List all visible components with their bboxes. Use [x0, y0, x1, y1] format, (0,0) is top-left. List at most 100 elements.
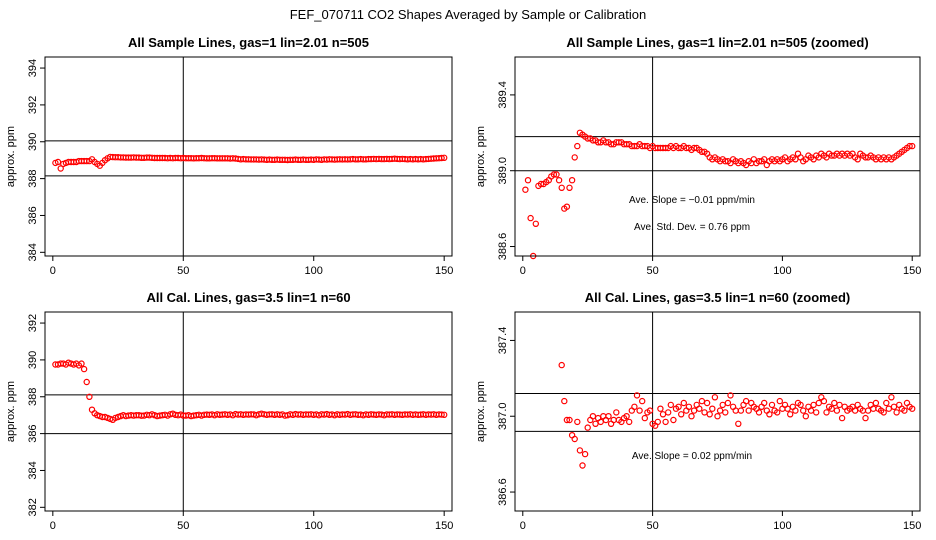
- data-point: [909, 142, 916, 150]
- data-point: [670, 416, 677, 424]
- data-point: [880, 409, 887, 416]
- x-tick-label: 50: [646, 265, 658, 277]
- data-point: [732, 407, 739, 414]
- data-point: [838, 414, 846, 422]
- data-point: [631, 142, 638, 150]
- data-point: [605, 413, 612, 420]
- data-point: [690, 144, 698, 152]
- data-point: [807, 407, 815, 414]
- chart-panel-4: All Cal. Lines, gas=3.5 lin=1 n=60 (zoom…: [475, 290, 921, 532]
- data-point: [683, 144, 690, 152]
- plot-frame: [44, 311, 453, 512]
- data-point: [745, 407, 752, 414]
- data-point: [654, 418, 662, 426]
- data-point: [828, 405, 835, 412]
- data-point: [833, 407, 841, 414]
- y-tick-label: 387.4: [497, 327, 509, 355]
- data-point: [688, 413, 695, 420]
- y-tick-label: 386: [27, 206, 39, 224]
- data-point: [675, 144, 682, 152]
- data-point: [589, 137, 597, 144]
- y-tick-label: 392: [27, 314, 39, 332]
- panels-group: All Sample Lines, gas=1 lin=2.01 n=505 0 5…: [5, 35, 921, 532]
- data-point: [709, 405, 716, 412]
- data-point: [607, 140, 615, 148]
- data-point: [761, 399, 768, 407]
- x-tick-label: 0: [50, 265, 56, 277]
- data-point: [828, 152, 835, 159]
- data-point: [768, 401, 776, 409]
- data-point: [698, 148, 706, 155]
- x-tick-label: 100: [305, 520, 323, 532]
- y-tick-label: 388: [27, 169, 39, 187]
- data-point: [711, 394, 719, 401]
- data-point: [864, 407, 872, 414]
- data-point: [563, 203, 571, 210]
- panel-title: All Cal. Lines, gas=3.5 lin=1 n=60: [146, 290, 350, 305]
- data-point: [706, 411, 713, 418]
- data-point: [662, 144, 669, 152]
- data-point: [722, 157, 729, 165]
- y-tick-label: 384: [27, 461, 39, 479]
- data-point: [78, 360, 85, 367]
- data-point: [633, 392, 641, 399]
- data-point: [810, 401, 817, 409]
- data-point: [901, 407, 908, 414]
- x-tick-label: 50: [177, 520, 189, 532]
- data-point: [735, 420, 742, 427]
- data-point: [574, 418, 581, 426]
- chart-panel-3: All Cal. Lines, gas=3.5 lin=1 n=60 0 50 100…: [5, 290, 453, 532]
- data-point: [610, 416, 617, 424]
- y-tick-label: 390: [27, 351, 39, 369]
- data-point: [592, 420, 599, 427]
- data-point: [438, 154, 445, 162]
- data-point: [441, 154, 448, 161]
- y-tick-label: 387.0: [497, 402, 509, 430]
- data-point: [851, 407, 859, 414]
- data-point: [678, 411, 685, 418]
- data-point: [54, 158, 62, 166]
- data-point: [83, 157, 90, 165]
- data-point: [784, 405, 791, 412]
- data-point: [584, 135, 591, 142]
- data-point: [883, 399, 890, 407]
- data-point: [667, 401, 675, 409]
- data-point: [537, 180, 545, 188]
- data-point: [755, 409, 763, 416]
- plot-frame: [514, 56, 921, 257]
- data-point: [823, 409, 830, 416]
- y-tick-label: 388: [27, 388, 39, 406]
- x-tick-label: 0: [520, 520, 526, 532]
- data-point: [724, 399, 732, 407]
- data-point: [646, 407, 654, 414]
- data-point: [57, 165, 64, 172]
- x-tick-label: 0: [520, 265, 526, 277]
- data-point: [626, 418, 633, 426]
- x-tick-label: 150: [903, 520, 921, 532]
- data-point: [774, 409, 781, 416]
- y-axis-label: approx. ppm: [5, 126, 17, 187]
- data-point: [722, 409, 729, 416]
- x-tick-label: 150: [903, 265, 921, 277]
- annotation-text: Ave. Slope = −0.01 ppm/min: [629, 195, 755, 206]
- x-tick-label: 0: [50, 520, 56, 532]
- data-point: [797, 401, 804, 409]
- data-point: [766, 411, 773, 418]
- x-tick-label: 150: [435, 520, 453, 532]
- data-point: [574, 142, 581, 150]
- data-point: [701, 409, 708, 416]
- data-point: [558, 361, 565, 369]
- annotation-text: Ave. Std. Dev. = 0.76 ppm: [634, 222, 750, 233]
- data-point: [696, 405, 703, 412]
- data-point: [563, 416, 571, 424]
- data-point: [555, 176, 563, 184]
- data-point: [893, 409, 900, 416]
- x-tick-label: 150: [435, 265, 453, 277]
- y-tick-label: 392: [27, 96, 39, 114]
- data-point: [813, 409, 820, 416]
- y-tick-label: 390: [27, 133, 39, 151]
- data-point: [602, 139, 610, 146]
- data-point: [836, 401, 843, 409]
- data-point: [80, 365, 88, 373]
